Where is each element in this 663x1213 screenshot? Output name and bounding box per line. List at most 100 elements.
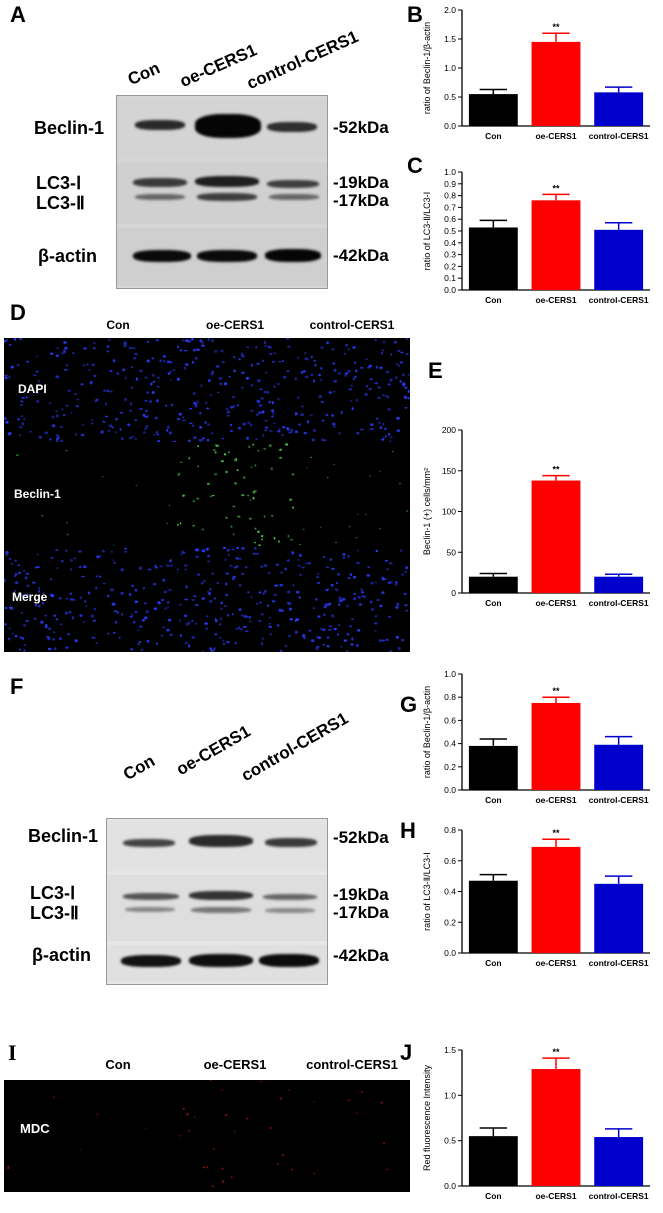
kda-17-f: -17kDa <box>333 903 389 922</box>
bar-oe-cers1 <box>531 846 581 953</box>
y-tick-label: 1.0 <box>444 1090 456 1100</box>
if-beclin-con <box>4 443 176 546</box>
kda-42-f: -42kDa <box>333 946 389 965</box>
mdc-fluorescence-strip <box>4 1080 410 1192</box>
kda-19-a: -19kDa <box>333 173 389 192</box>
bar-con <box>468 745 518 790</box>
bar-control-cers1 <box>594 576 644 593</box>
bar-control-cers1 <box>594 229 644 290</box>
bar-chart-c: ratio of LC3-Ⅱ/LC3-Ⅰ 0.0 0.1 0.2 0.3 0.4 0.5 0.… <box>420 162 660 312</box>
x-tick-label: oe-CERS1 <box>535 795 576 805</box>
y-tick-label: 0.0 <box>444 785 456 795</box>
x-tick-label: Con <box>485 795 502 805</box>
if-col-control-cers1-i: control-CERS1 <box>306 1057 398 1072</box>
significance-marker: ** <box>552 465 560 475</box>
row-label-lc3-i: LC3-Ⅰ <box>36 173 82 193</box>
row-label-beclin-1: Beclin-1 <box>34 118 105 138</box>
y-tick-label: 0 <box>451 588 456 598</box>
panel-label-i: I <box>8 1040 17 1065</box>
x-tick-label: Con <box>485 958 502 968</box>
if-merge-control-cers1 <box>295 547 410 652</box>
y-tick-label: 0.6 <box>444 214 456 224</box>
y-axis-label: ratio of Beclin-1/β-actin <box>422 22 432 114</box>
if-dapi-oe-cers1 <box>177 338 294 442</box>
y-tick-label: 0.2 <box>444 261 456 271</box>
x-tick-label: control-CERS1 <box>589 295 649 305</box>
chart-svg-j: Red fluorescence Intensity 0.0 0.5 1.0 1.5 Co… <box>422 1045 650 1201</box>
x-tick-label: control-CERS1 <box>589 598 649 608</box>
y-tick-label: 1.0 <box>444 669 456 679</box>
y-tick-label: 1.0 <box>444 167 456 177</box>
significance-marker: ** <box>552 183 560 193</box>
bar-control-cers1 <box>594 1137 644 1186</box>
chart-svg-h: ratio of LC3-Ⅱ/LC3-Ⅰ 0.0 0.2 0.4 0.6 0.8 Con oe… <box>422 825 650 968</box>
y-tick-label: 100 <box>442 507 456 517</box>
x-tick-label: control-CERS1 <box>589 1191 649 1201</box>
x-tick-label: oe-CERS1 <box>535 958 576 968</box>
y-tick-label: 0.6 <box>444 856 456 866</box>
y-tick-label: 0.0 <box>444 1181 456 1191</box>
chart-svg-e: Beclin-1 (+) cells/mm² 0 50 100 150 200 Con oe-… <box>422 425 650 608</box>
x-tick-label: Con <box>485 131 502 141</box>
western-blot-a <box>116 95 328 289</box>
y-tick-label: 0.5 <box>444 1136 456 1146</box>
bar-oe-cers1 <box>531 41 581 126</box>
y-tick-label: 0.7 <box>444 202 456 212</box>
x-tick-label: control-CERS1 <box>589 131 649 141</box>
y-tick-label: 1.0 <box>444 63 456 73</box>
bar-control-cers1 <box>594 883 644 953</box>
y-tick-label: 0.1 <box>444 273 456 283</box>
bar-chart-e: Beclin-1 (+) cells/mm² 0 50 100 150 200 Con oe-… <box>420 420 660 615</box>
bar-con <box>468 576 518 593</box>
y-axis-label: Beclin-1 (+) cells/mm² <box>422 468 432 555</box>
y-tick-label: 1.5 <box>444 1045 456 1055</box>
y-tick-label: 0.0 <box>444 121 456 131</box>
immunofluorescence-grid-d <box>4 338 410 652</box>
bar-con <box>468 94 518 126</box>
if-row-dapi: DAPI <box>18 382 47 396</box>
panel-label-h: H <box>400 818 416 843</box>
if-beclin-oe-cers1 <box>177 443 294 546</box>
y-axis-label: Red fluorescence Intensity <box>422 1064 432 1171</box>
x-tick-label: control-CERS1 <box>589 795 649 805</box>
bar-oe-cers1 <box>531 1069 581 1186</box>
bar-con <box>468 227 518 290</box>
y-tick-label: 0.2 <box>444 917 456 927</box>
significance-marker: ** <box>552 828 560 838</box>
if-row-merge: Merge <box>12 590 48 604</box>
panel-label-g: G <box>400 692 418 717</box>
lane-label-control-cers1: control-CERS1 <box>243 26 362 94</box>
mdc-oe-cers1 <box>177 1080 296 1192</box>
bar-con <box>468 1136 518 1186</box>
significance-marker: ** <box>552 686 560 696</box>
y-tick-label: 0.9 <box>444 179 456 189</box>
y-tick-label: 0.2 <box>444 762 456 772</box>
bar-chart-j: Red fluorescence Intensity 0.0 0.5 1.0 1.5 Co… <box>420 1040 660 1208</box>
row-label-beta-actin-f: β-actin <box>32 945 91 965</box>
if-dapi-control-cers1 <box>295 338 410 442</box>
significance-marker: ** <box>552 1047 560 1057</box>
kda-19-f: -19kDa <box>333 885 389 904</box>
lane-label-control-cers1-f: control-CERS1 <box>238 708 352 786</box>
panel-label-b: B <box>407 2 423 27</box>
significance-marker: ** <box>552 22 560 32</box>
mdc-con <box>4 1080 176 1192</box>
y-axis-label: ratio of LC3-Ⅱ/LC3-Ⅰ <box>422 192 432 271</box>
row-label-lc3-i-f: LC3-Ⅰ <box>30 883 76 903</box>
y-axis-label: ratio of Beclin-1/β-actin <box>422 686 432 778</box>
if-row-beclin-1: Beclin-1 <box>14 487 61 501</box>
y-tick-label: 0.0 <box>444 285 456 295</box>
if-merge-con <box>4 547 176 652</box>
row-label-beta-actin: β-actin <box>38 246 97 266</box>
bar-chart-h: ratio of LC3-Ⅱ/LC3-Ⅰ 0.0 0.2 0.4 0.6 0.8 Con oe… <box>420 820 660 975</box>
x-tick-label: oe-CERS1 <box>535 295 576 305</box>
chart-svg-c: ratio of LC3-Ⅱ/LC3-Ⅰ 0.0 0.1 0.20.3 0.4 0.5 0.… <box>422 167 650 305</box>
x-tick-label: Con <box>485 1191 502 1201</box>
bar-chart-g: ratio of Beclin-1/β-actin 0.0 0.2 0.4 0.6 0.8… <box>420 664 660 812</box>
panel-label-a: A <box>10 2 26 27</box>
x-tick-label: oe-CERS1 <box>535 131 576 141</box>
lane-label-con: Con <box>124 58 163 90</box>
y-tick-label: 0.4 <box>444 887 456 897</box>
y-axis-label: ratio of LC3-Ⅱ/LC3-Ⅰ <box>422 852 432 931</box>
if-merge-oe-cers1 <box>177 547 294 652</box>
